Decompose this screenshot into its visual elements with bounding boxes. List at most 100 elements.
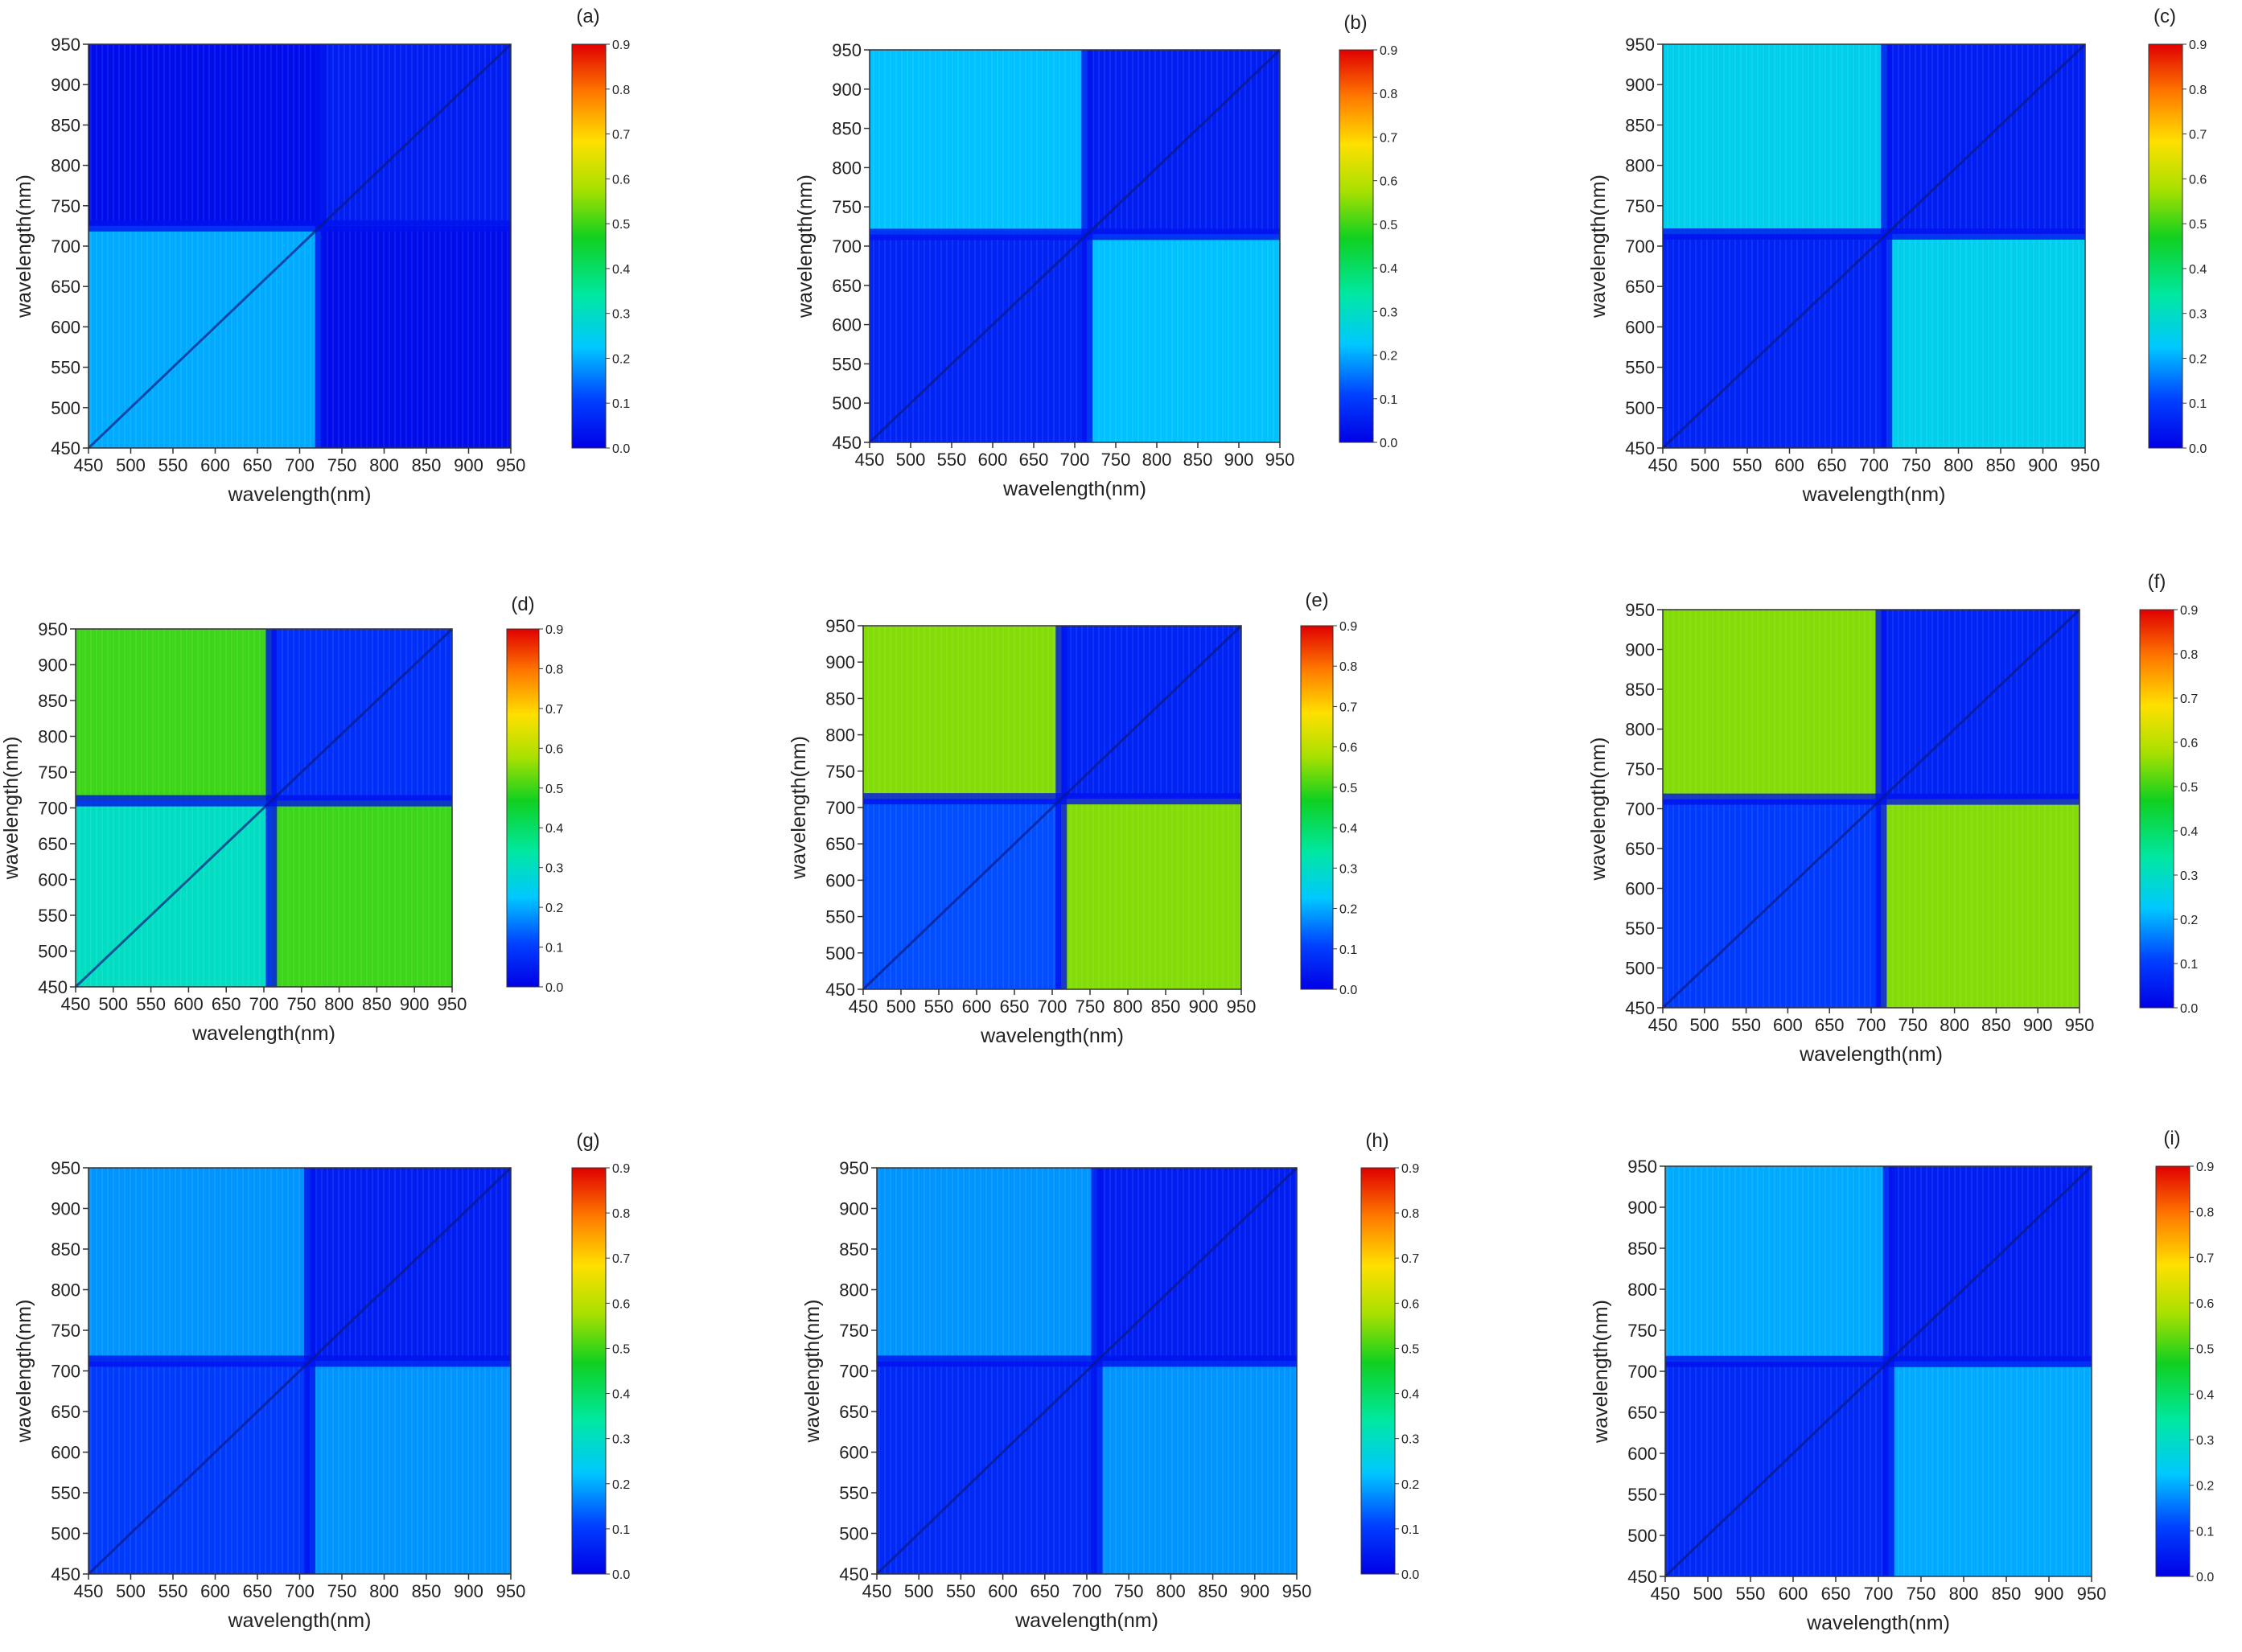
- x-tick-label: 700: [1060, 450, 1090, 470]
- colorbar-tick-label: 0.2: [1339, 903, 1357, 917]
- y-tick-label: 750: [51, 1321, 80, 1341]
- y-axis-title: wavelength(nm): [801, 1300, 824, 1444]
- colorbar-gradient: [2148, 43, 2183, 449]
- y-tick-label: 750: [1625, 196, 1655, 216]
- colorbar-tick-label: 0.8: [2180, 648, 2198, 662]
- x-tick-label: 850: [1986, 455, 2016, 475]
- colorbar-tick-label: 0.5: [1339, 782, 1357, 795]
- x-tick-label: 700: [249, 994, 279, 1014]
- heatmap-g: [87, 1166, 512, 1576]
- colorbar-tick-label: 0.2: [1380, 350, 1397, 364]
- y-axis-title: wavelength(nm): [0, 737, 23, 881]
- y-tick-label: 450: [825, 980, 855, 1000]
- colorbar-tick-label: 0.6: [2196, 1297, 2214, 1311]
- y-tick-label: 500: [1627, 1526, 1657, 1546]
- y-tick-label: 700: [839, 1362, 869, 1382]
- colorbar-tick-label: 0.9: [612, 39, 630, 52]
- x-axis-title: wavelength(nm): [1002, 478, 1146, 500]
- y-tick-label: 950: [839, 1158, 869, 1178]
- y-axis-title: wavelength(nm): [13, 175, 35, 318]
- y-tick-label: 750: [839, 1321, 869, 1341]
- colorbar-tick-label: 0.6: [545, 742, 563, 756]
- y-tick-label: 700: [1627, 1362, 1657, 1382]
- x-tick-label: 700: [1072, 1581, 1102, 1601]
- colorbar-tick-label: 0.0: [2180, 1002, 2198, 1016]
- y-tick-label: 900: [1625, 75, 1655, 95]
- x-tick-label: 900: [400, 994, 430, 1014]
- x-tick-label: 800: [324, 994, 354, 1014]
- colorbar-tick-label: 0.5: [2189, 218, 2207, 232]
- x-axis-title: wavelength(nm): [1802, 483, 1946, 506]
- y-tick-label: 450: [51, 438, 80, 458]
- colorbar-tick-label: 0.0: [2189, 442, 2207, 456]
- colorbar-tick-label: 0.5: [612, 218, 630, 232]
- x-tick-label: 750: [1114, 1581, 1144, 1601]
- x-tick-label: 650: [1000, 997, 1030, 1017]
- colorbar-tick-label: 0.5: [2180, 781, 2198, 795]
- colorbar-d: 0.0 0.1 0.2 0.3 0.4 0.5 0.6 0.7 0.8 0.9: [506, 623, 563, 995]
- x-tick-label: 500: [1690, 455, 1720, 475]
- colorbar-tick-label: 0.1: [545, 942, 563, 955]
- colorbar-tick-label: 0.7: [612, 129, 630, 142]
- colorbar-tick-label: 0.7: [612, 1252, 630, 1266]
- y-tick-label: 950: [832, 40, 862, 60]
- colorbar-gradient: [506, 628, 540, 988]
- colorbar-tick-label: 0.6: [2180, 737, 2198, 750]
- x-tick-label: 550: [1733, 455, 1763, 475]
- y-tick-label: 750: [832, 197, 862, 217]
- colorbar-tick-label: 0.4: [1380, 262, 1397, 276]
- y-tick-label: 800: [839, 1280, 869, 1301]
- x-tick-label: 800: [1940, 1015, 1969, 1035]
- x-tick-label: 800: [369, 1581, 399, 1601]
- y-tick-label: 500: [832, 393, 862, 413]
- colorbar-g: 0.0 0.1 0.2 0.3 0.4 0.5 0.6 0.7 0.8 0.9: [571, 1162, 630, 1582]
- x-tick-label: 650: [212, 994, 241, 1014]
- y-tick-label: 600: [1627, 1444, 1657, 1464]
- x-tick-label: 900: [454, 455, 483, 475]
- colorbar-tick-label: 0.0: [545, 981, 563, 995]
- y-tick-label: 850: [839, 1239, 869, 1260]
- x-tick-label: 600: [200, 1581, 230, 1601]
- colorbar-tick-label: 0.5: [612, 1342, 630, 1356]
- colorbar-tick-label: 0.4: [1339, 822, 1357, 836]
- y-tick-label: 950: [825, 616, 855, 636]
- x-tick-label: 500: [116, 1581, 146, 1601]
- x-tick-label: 600: [1779, 1584, 1808, 1604]
- y-tick-label: 850: [1627, 1239, 1657, 1259]
- x-tick-label: 950: [1265, 450, 1295, 470]
- diagonal: [1664, 1165, 2093, 1578]
- y-tick-label: 450: [1625, 438, 1655, 458]
- y-tick-label: 750: [1625, 759, 1655, 779]
- y-tick-label: 800: [1625, 156, 1655, 176]
- x-tick-label: 700: [285, 455, 315, 475]
- x-tick-label: 950: [1282, 1581, 1312, 1601]
- x-tick-label: 950: [438, 994, 467, 1014]
- colorbar-tick-label: 0.6: [612, 1297, 630, 1311]
- x-tick-label: 850: [1992, 1584, 2022, 1604]
- y-tick-label: 450: [839, 1564, 869, 1584]
- x-axis-title: wavelength(nm): [1014, 1609, 1158, 1632]
- colorbar-tick-label: 0.8: [612, 84, 630, 97]
- x-tick-label: 450: [855, 450, 885, 470]
- x-tick-label: 650: [1815, 1015, 1845, 1035]
- colorbar-tick-label: 0.5: [1401, 1342, 1419, 1356]
- x-tick-label: 750: [286, 994, 316, 1014]
- colorbar-gradient: [571, 1167, 607, 1575]
- x-tick-label: 900: [2023, 1015, 2053, 1035]
- heatmap-c: [1661, 43, 2087, 450]
- x-tick-label: 600: [200, 455, 230, 475]
- x-axis-title: wavelength(nm): [228, 1609, 372, 1632]
- y-tick-label: 700: [1625, 236, 1655, 257]
- axes-b: 450 500 550 600 650 700 750 800 850 900 950 450 500 5…: [794, 40, 1294, 500]
- y-tick-label: 850: [832, 119, 862, 139]
- y-tick-label: 650: [839, 1402, 869, 1422]
- y-tick-label: 450: [832, 433, 862, 453]
- axes-h: 450 500 550 600 650 700 750 800 850 900 950 450 500 5…: [801, 1158, 1311, 1632]
- y-tick-label: 900: [1625, 640, 1655, 660]
- panel-label: (g): [576, 1130, 599, 1152]
- x-tick-label: 450: [1651, 1584, 1680, 1604]
- y-tick-label: 850: [51, 1239, 80, 1260]
- x-tick-label: 700: [1038, 997, 1068, 1017]
- panel-e: 450 500 550 600 650 700 750 800 850 900 950 450 500 5…: [788, 590, 1357, 1047]
- y-tick-label: 700: [832, 236, 862, 257]
